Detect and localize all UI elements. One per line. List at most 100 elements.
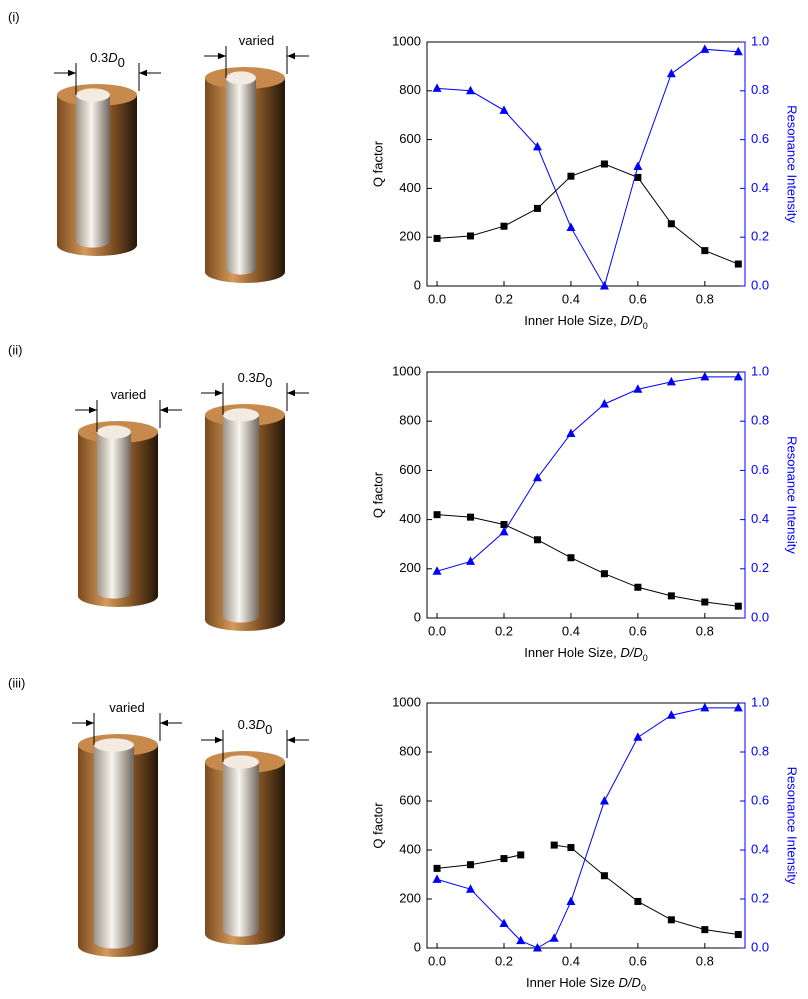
x-label-text: Inner Hole Size,	[524, 313, 620, 328]
x-tick-label: 0.6	[629, 953, 647, 968]
marker	[734, 602, 742, 610]
marker	[566, 428, 576, 437]
marker	[633, 161, 643, 170]
x-label-sub: 0	[643, 321, 648, 331]
x-tick-label: 0.6	[629, 623, 647, 638]
marker	[633, 384, 643, 393]
marker	[700, 702, 710, 712]
dim-coef: 0.3	[238, 717, 256, 732]
y-tick-label: 800	[399, 82, 421, 97]
cylinder: varied	[72, 700, 182, 957]
y-tick-label: 600	[399, 792, 421, 807]
y-tick-label: 0	[414, 939, 421, 954]
cylinder-core	[76, 95, 110, 248]
y2-tick-label: 0.6	[751, 131, 769, 146]
y-tick-label: 200	[399, 229, 421, 244]
y2-tick-label: 0.8	[751, 413, 769, 428]
marker	[600, 872, 608, 880]
cylinder-core	[97, 432, 131, 599]
x-label-var: D/D	[620, 313, 642, 328]
marker	[499, 105, 509, 114]
x-tick-label: 0.0	[428, 953, 446, 968]
marker	[733, 371, 743, 381]
x-tick-label: 0.8	[696, 291, 714, 306]
marker	[634, 583, 642, 591]
cylinder: 0.3D0	[201, 717, 309, 945]
core-top	[223, 755, 259, 769]
core-top	[223, 408, 259, 422]
series-line	[436, 376, 739, 572]
x-label-var: D/D	[620, 645, 642, 660]
y-tick-label: 1000	[392, 694, 421, 709]
y2-tick-label: 0.2	[751, 229, 769, 244]
panel-label: (ii)	[8, 342, 22, 357]
marker	[467, 232, 475, 240]
marker	[432, 83, 442, 92]
chart: 0 200 400 600 800 1000 0.0 0.2 0.4 0.6 0.8 1.0 0.0 0.…	[370, 363, 799, 663]
y2-axis-label: Resonance Intensity	[785, 436, 800, 554]
y-tick-label: 600	[399, 462, 421, 477]
marker	[433, 864, 441, 872]
y2-tick-label: 0.8	[751, 743, 769, 758]
x-label-sub: 0	[641, 983, 646, 993]
y-axis-label: Q factor	[370, 140, 385, 187]
x-tick-label: 0.2	[495, 953, 513, 968]
x-tick-label: 0.6	[629, 291, 647, 306]
marker	[516, 935, 526, 945]
y2-tick-label: 0.8	[751, 82, 769, 97]
marker	[533, 204, 541, 212]
marker	[666, 68, 676, 78]
marker	[567, 844, 575, 852]
marker	[500, 521, 508, 529]
core-top	[94, 738, 134, 752]
marker	[599, 398, 609, 408]
cylinder-core	[94, 745, 134, 949]
x-tick-label: 0.8	[696, 953, 714, 968]
marker	[701, 247, 709, 255]
y2-tick-label: 1.0	[751, 363, 769, 378]
marker	[532, 141, 542, 151]
marker	[567, 172, 575, 180]
marker	[701, 598, 709, 606]
marker	[532, 943, 542, 952]
marker	[432, 874, 442, 883]
cylinder: varied	[204, 33, 309, 283]
dim-var: D	[256, 370, 265, 385]
marker	[433, 234, 441, 242]
y2-axis-label: Resonance Intensity	[785, 105, 800, 223]
marker	[549, 933, 559, 942]
x-tick-label: 0.2	[495, 291, 513, 306]
marker	[466, 556, 476, 565]
x-axis-label: Inner Hole Size, D/D0	[524, 645, 648, 663]
marker	[467, 513, 475, 521]
y2-tick-label: 0.0	[751, 277, 769, 292]
marker	[600, 160, 608, 168]
marker	[634, 173, 642, 181]
core-top	[97, 425, 131, 439]
y2-axis-label: Resonance Intensity	[785, 767, 800, 885]
marker	[466, 85, 476, 95]
marker	[500, 855, 508, 863]
dim-sub: 0	[265, 375, 272, 390]
marker	[633, 732, 643, 741]
marker	[667, 592, 675, 600]
x-label-text: Inner Hole Size	[526, 975, 619, 990]
y2-tick-label: 0.2	[751, 560, 769, 575]
marker	[701, 926, 709, 934]
marker	[467, 861, 475, 869]
cylinder-core	[223, 762, 259, 937]
marker	[667, 916, 675, 924]
chart: 0 200 400 600 800 1000 0.0 0.2 0.4 0.6 0.8 1.0 0.0 0.…	[370, 694, 799, 993]
y-tick-label: 1000	[392, 33, 421, 48]
dim-var: D	[256, 717, 265, 732]
marker	[733, 702, 743, 712]
series-line	[437, 514, 739, 607]
panel-label: (iii)	[8, 675, 25, 690]
marker	[567, 554, 575, 562]
marker	[700, 44, 710, 53]
x-tick-label: 0.4	[562, 291, 580, 306]
core-top	[226, 71, 256, 85]
y-axis-label: Q factor	[370, 802, 385, 849]
x-label-sub: 0	[643, 653, 648, 663]
